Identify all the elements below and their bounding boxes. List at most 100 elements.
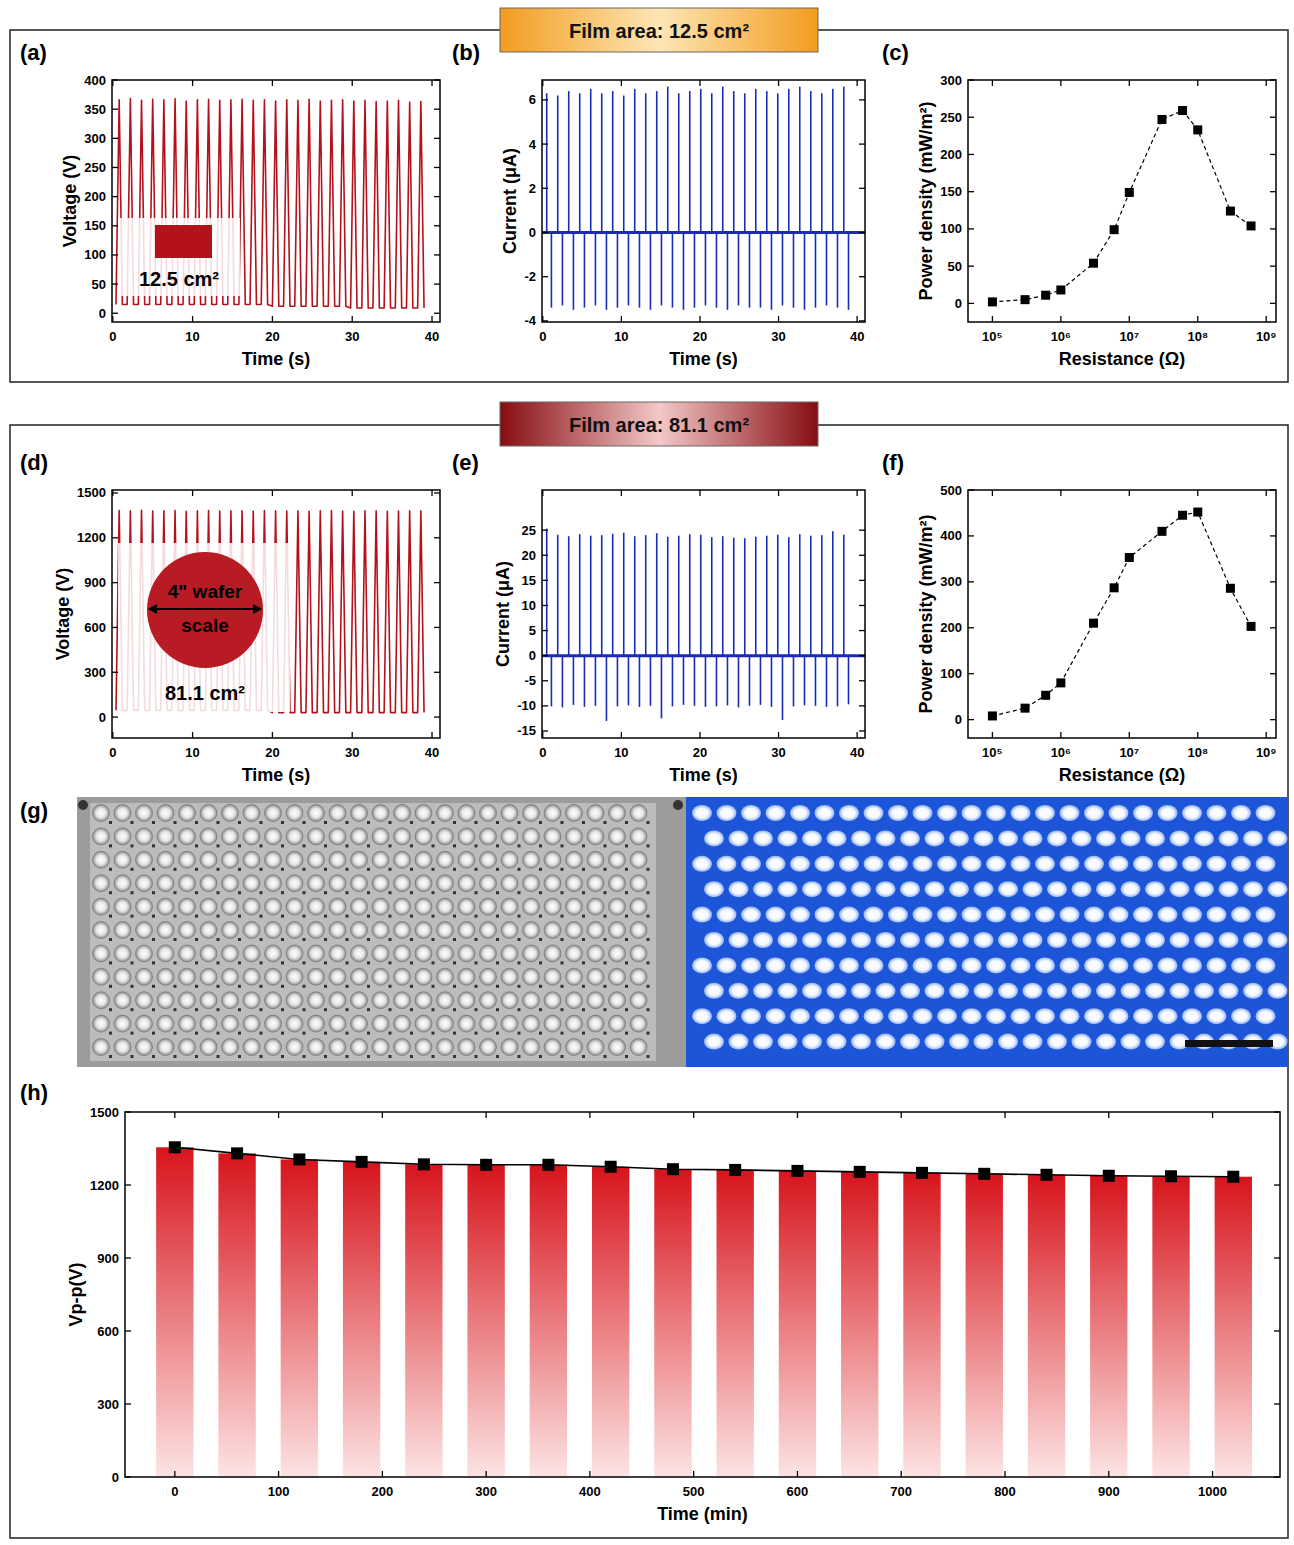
y-tick [1270, 673, 1276, 674]
photo-hole [367, 821, 370, 824]
photo-led-off [351, 992, 368, 1009]
x-tick [589, 1471, 590, 1477]
current-spike [705, 232, 707, 305]
y-tick [112, 313, 118, 314]
photo-led-off [630, 1015, 647, 1032]
photo-hole [647, 1008, 650, 1011]
photo-led-on [864, 907, 884, 923]
photo-hole [582, 961, 585, 964]
photo-led-off [501, 898, 518, 915]
photo-led-off [437, 992, 454, 1009]
photo-led-on [876, 830, 896, 846]
x-tick [278, 1471, 279, 1477]
photo-led-off [394, 851, 411, 868]
photo-led-off [351, 922, 368, 939]
photo-led-off [394, 875, 411, 892]
current-spike [584, 656, 586, 707]
photo-hole [367, 844, 370, 847]
photo-led-off [458, 898, 475, 915]
current-spike [661, 232, 663, 305]
photo-led-off [243, 1039, 260, 1056]
photo-hole [346, 1032, 349, 1035]
photo-hole [109, 1008, 112, 1011]
photo-led-on [1207, 907, 1227, 923]
photo-led-off [243, 992, 260, 1009]
photo-hole [260, 985, 263, 988]
photo-led-on [974, 881, 994, 897]
photo-led-off [308, 805, 325, 822]
data-point [988, 297, 997, 306]
current-spike [661, 656, 663, 719]
photo-led-on [815, 856, 835, 872]
photo-hole [131, 1008, 134, 1011]
photo-hole [303, 961, 306, 964]
photo-hole [217, 985, 220, 988]
photo-led-on [1256, 907, 1276, 923]
photo-led-on [925, 881, 945, 897]
photo-hole [238, 891, 241, 894]
y-tick [1270, 79, 1276, 80]
photo-led-off [222, 851, 239, 868]
x-tick [1197, 316, 1198, 322]
data-point [1157, 115, 1166, 124]
photo-hole [217, 821, 220, 824]
y-axis-title: Voltage (V) [60, 155, 80, 248]
current-spike [749, 656, 751, 706]
photo-led-off [114, 875, 131, 892]
panel-letter: (c) [882, 40, 909, 65]
photo-led-off [480, 851, 497, 868]
scale-bar [1185, 1040, 1273, 1047]
photo-led-on [876, 881, 896, 897]
photo-led-off [114, 898, 131, 915]
photo-led-off [544, 898, 561, 915]
photo-led-on [1096, 881, 1116, 897]
photo-led-on [1109, 856, 1129, 872]
y-tick [125, 1403, 131, 1404]
current-spike [546, 529, 548, 656]
chart-panel: 010203040-15-10-50510152025Time (s)Curre… [452, 450, 865, 785]
current-spike [667, 87, 669, 233]
photo-led-off [544, 992, 561, 1009]
y-tick [434, 582, 440, 583]
photo-hole [453, 1055, 456, 1058]
photo-hole [453, 1032, 456, 1035]
y-tick-label: 150 [84, 218, 106, 233]
current-spike [595, 232, 597, 305]
photo-led-off [394, 805, 411, 822]
photo-hole [281, 1032, 284, 1035]
photo-hole [281, 868, 284, 871]
data-point [1125, 188, 1134, 197]
photo-hole [195, 1055, 198, 1058]
y-tick-label: 0 [99, 710, 106, 725]
photo-led-off [458, 1015, 475, 1032]
current-spike [656, 91, 658, 232]
photo-hole [582, 1008, 585, 1011]
x-tick [589, 1112, 590, 1118]
photo-led-off [179, 945, 196, 962]
photo-hole [410, 961, 413, 964]
current-spike [766, 91, 768, 232]
x-tick-label: 10 [185, 745, 199, 760]
data-point [1193, 125, 1202, 134]
photo-hole [432, 961, 435, 964]
photo-hole [496, 868, 499, 871]
photo-led-off [437, 805, 454, 822]
y-tick [1270, 228, 1276, 229]
x-tick [431, 80, 432, 86]
bar-marker [605, 1161, 617, 1173]
photo-hole [604, 985, 607, 988]
photo-led-on [815, 805, 835, 821]
photo-hole [260, 844, 263, 847]
photo-led-off [200, 922, 217, 939]
current-spike [843, 87, 845, 233]
photo-led-on [1035, 1008, 1055, 1024]
photo-hole [647, 915, 650, 918]
current-spike [639, 232, 641, 307]
y-tick-label: 300 [97, 1397, 119, 1412]
photo-hole [324, 938, 327, 941]
photo-hole [217, 938, 220, 941]
bar [717, 1170, 754, 1477]
photo-board [77, 797, 686, 1067]
plot-area [542, 529, 865, 721]
photo-led-off [372, 898, 389, 915]
